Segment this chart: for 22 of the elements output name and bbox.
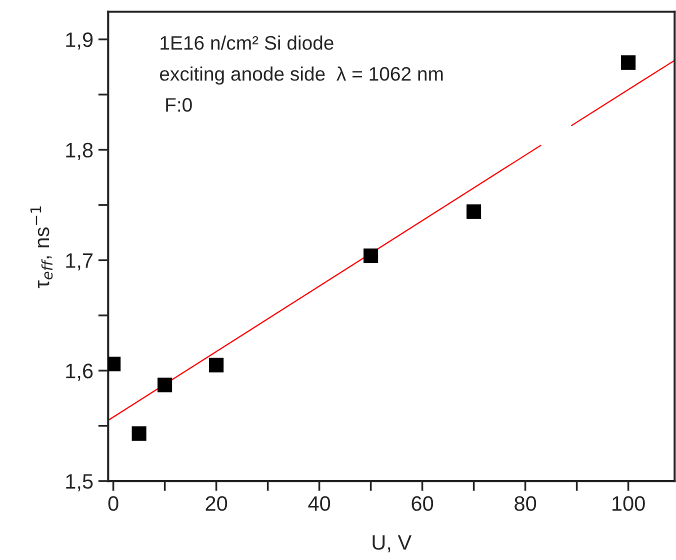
point: [132, 426, 146, 441]
x-tick-label: 60: [412, 496, 434, 511]
x-tick-label: 20: [206, 496, 228, 511]
x-tick-label: 40: [308, 496, 330, 511]
point: [209, 358, 224, 372]
point: [466, 204, 482, 219]
point: [158, 378, 172, 392]
y-axis-title: τ$_{eff}$, ns$^{−1}$: [30, 206, 53, 288]
annotation: exciting anode side λ = 1062 nm: [160, 66, 443, 85]
x-tick-label: 0: [108, 496, 118, 511]
y-tick-label: 1,6: [66, 364, 93, 381]
y-tick-label: 1,5: [66, 474, 93, 492]
x-tick-label: 80: [514, 496, 536, 511]
x-axis-title: U, V: [372, 535, 412, 552]
y-tick-label: 1,7: [66, 253, 93, 270]
annotation: 1E16 n/cm² Si diode: [160, 36, 334, 50]
y-tick-label: 1,8: [66, 142, 93, 160]
x-tick-label: 100: [612, 496, 645, 511]
point: [364, 248, 378, 264]
y-tick-label: 1,9: [66, 32, 93, 50]
point: [621, 55, 636, 70]
annotation: F:0: [166, 98, 192, 112]
